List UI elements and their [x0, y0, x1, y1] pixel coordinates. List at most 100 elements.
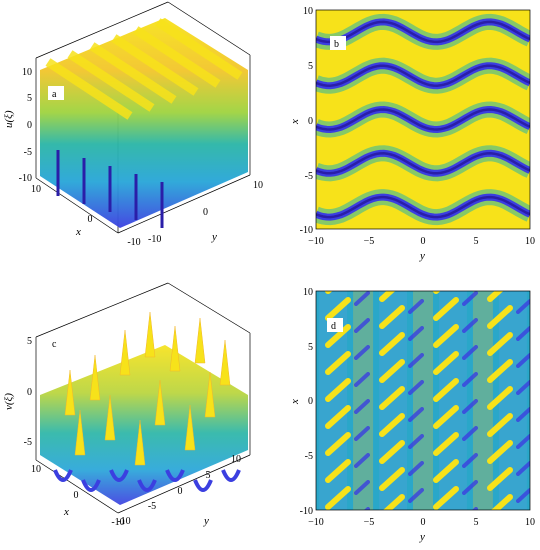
x-tick: 10	[31, 464, 41, 475]
y-tick: -10	[148, 234, 161, 245]
panel-d-stripes	[319, 291, 530, 547]
panel-b-letter-box	[330, 36, 346, 50]
panel-a-z-ticks: 10 5 0 -5 -10	[19, 67, 32, 184]
surface-spike	[194, 317, 206, 364]
diag-stroke-blue	[516, 380, 530, 395]
y-tick: -5	[305, 451, 313, 462]
y-tick: -5	[305, 171, 313, 182]
diag-stroke	[487, 291, 504, 302]
diag-stroke-blue	[354, 318, 370, 333]
diag-stroke-blue	[516, 407, 530, 422]
panel-c-letter: c	[52, 339, 57, 350]
panel-b-letter: b	[334, 39, 339, 50]
diag-stroke	[325, 459, 351, 483]
surface-spike	[154, 379, 166, 426]
panel-c-z-ticks: 5 0 -5	[24, 336, 32, 448]
diag-stroke	[433, 291, 441, 294]
diag-stroke	[487, 386, 513, 410]
y-tick: -10	[300, 506, 313, 517]
panel-d: d 10 5 0 -5 -10 x −10 −5 0 5 10 y	[289, 287, 535, 547]
diag-stroke-blue	[354, 480, 370, 495]
surface-spike	[219, 339, 231, 386]
diag-stroke-blue	[462, 399, 478, 414]
panel-b-x-ticks: −10 −5 0 5 10	[308, 236, 535, 247]
x-tick: −5	[364, 517, 375, 528]
diag-stroke	[433, 378, 459, 402]
surface-spike	[144, 311, 156, 358]
surface-dip	[165, 469, 185, 482]
panel-a-z-label: u(ξ)	[3, 110, 15, 128]
panel-b: b 10 5 0 -5 -10 x −10 −5 0 5 10 y	[289, 6, 535, 262]
wave-band-core	[316, 20, 530, 44]
surface-ridge	[89, 42, 177, 104]
diag-stroke-blue	[354, 291, 370, 306]
surface-spike	[169, 325, 181, 372]
y-tick: 5	[206, 470, 211, 481]
diag-stroke	[433, 459, 459, 483]
x-tick: −10	[308, 236, 324, 247]
panel-c-y-ticks: 10 5 0 -5 -10	[117, 454, 241, 527]
diag-stroke-blue	[462, 318, 478, 333]
diag-stroke-blue	[356, 536, 368, 547]
diag-stroke-blue	[464, 536, 476, 547]
x-tick: −10	[308, 517, 324, 528]
panel-a-surface	[40, 18, 248, 228]
y-tick: 0	[308, 396, 313, 407]
surface-ridge	[67, 50, 155, 112]
diag-stroke	[325, 297, 351, 321]
panel-c-x-label: x	[63, 506, 69, 518]
diag-stroke	[328, 516, 348, 534]
diag-stroke	[379, 291, 396, 302]
surface-dip	[137, 479, 157, 492]
surface-dip	[193, 479, 213, 492]
diag-stroke-blue	[408, 407, 424, 422]
diag-stroke	[379, 305, 405, 329]
diag-stroke	[325, 291, 333, 294]
diag-stroke-blue	[354, 345, 370, 360]
panel-b-y-ticks: 10 5 0 -5 -10	[300, 6, 313, 236]
diag-stroke	[379, 386, 405, 410]
diag-stroke	[491, 494, 513, 510]
x-tick: 5	[474, 236, 479, 247]
wave-band-core	[316, 195, 530, 219]
panel-a-letter-box	[48, 86, 64, 100]
panel-d-x-ticks: −10 −5 0 5 10	[308, 517, 535, 528]
panel-d-x-label: y	[419, 531, 425, 543]
diag-stroke	[490, 524, 510, 542]
surface-dip	[53, 469, 73, 482]
x-tick: 10	[525, 517, 535, 528]
surface-spike	[89, 354, 101, 401]
z-tick: -10	[19, 173, 32, 184]
panel-d-letter-box	[327, 318, 343, 332]
surface-spike	[74, 409, 86, 456]
diag-stroke-blue	[354, 399, 370, 414]
z-tick: 0	[27, 387, 32, 398]
x-tick: 0	[88, 214, 93, 225]
panel-a-x-ticks: 10 0 -10	[31, 184, 141, 248]
y-tick: 10	[253, 180, 263, 191]
panel-a-y-label: y	[211, 231, 217, 243]
diag-stroke	[382, 524, 402, 542]
z-tick: -5	[24, 147, 32, 158]
y-tick: 10	[303, 287, 313, 298]
diag-stroke	[433, 351, 459, 375]
panel-c-x-ticks: 10 0 -10	[31, 464, 125, 528]
diag-stroke	[383, 494, 405, 510]
panel-b-waves	[316, 13, 530, 226]
surface-spike	[104, 394, 116, 441]
x-tick: -10	[127, 237, 140, 248]
x-tick: 0	[421, 517, 426, 528]
diag-stroke-blue	[462, 345, 478, 360]
y-tick: 5	[308, 61, 313, 72]
z-tick: 5	[27, 336, 32, 347]
diag-stroke	[379, 467, 405, 491]
diag-stroke-blue	[516, 434, 530, 449]
diag-stroke	[325, 351, 351, 375]
surface-spike	[64, 369, 76, 416]
diag-stroke-blue	[354, 426, 370, 441]
y-tick: 0	[203, 207, 208, 218]
panel-b-frame	[315, 9, 531, 230]
panel-d-y-label: x	[289, 399, 301, 405]
y-tick: 10	[303, 6, 313, 17]
panel-c-spikes	[53, 311, 241, 492]
